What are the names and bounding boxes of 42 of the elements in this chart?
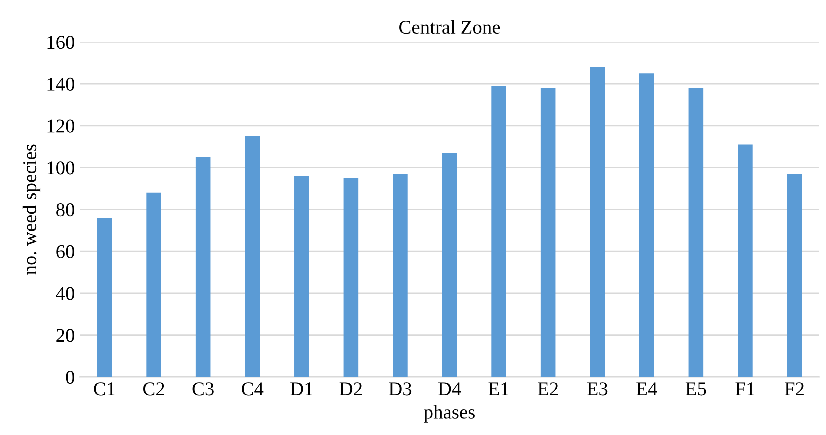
x-tick-label: E5	[686, 382, 706, 396]
x-tick-label: D1	[290, 382, 313, 396]
x-tick-label: E3	[587, 382, 608, 396]
x-tick-label: F2	[785, 382, 804, 396]
bar	[245, 136, 260, 378]
bar	[294, 176, 310, 378]
bar	[97, 218, 112, 378]
bar	[688, 88, 704, 378]
y-tick-label: 100	[48, 162, 75, 175]
y-tick-label: 0	[66, 370, 75, 384]
y-tick-label: 160	[48, 36, 75, 50]
x-tick-label: C2	[144, 382, 164, 396]
bar	[344, 178, 359, 378]
x-tick-label: F1	[736, 382, 755, 396]
y-tick-label: 80	[56, 203, 75, 217]
x-tick-label: D2	[340, 382, 362, 396]
bar	[590, 67, 606, 378]
chart-title: Central Zone	[400, 20, 500, 34]
x-tick-label: E4	[636, 382, 658, 396]
x-tick-label: C1	[94, 382, 115, 396]
x-tick-label: D3	[389, 382, 412, 396]
bar	[738, 144, 753, 378]
y-tick-label: 60	[56, 245, 75, 258]
y-tick-label: 40	[56, 287, 75, 300]
bar	[393, 174, 408, 378]
bar	[146, 192, 162, 378]
x-axis-title: phases	[424, 405, 475, 423]
x-tick-label: C3	[192, 382, 214, 396]
y-tick-label: 20	[56, 329, 75, 342]
x-tick-label: E2	[538, 382, 558, 396]
bar	[196, 157, 211, 378]
y-axis-title: no. weed species	[22, 144, 41, 275]
y-tick-label: 120	[48, 120, 75, 133]
bar	[640, 74, 654, 378]
x-tick-label: C4	[242, 382, 264, 396]
bar	[442, 153, 458, 378]
x-tick-label: D4	[438, 382, 462, 396]
bar	[540, 88, 556, 378]
x-tick-label: E1	[488, 382, 509, 396]
y-tick-label: 140	[48, 78, 75, 91]
bar	[787, 174, 802, 378]
bar	[492, 86, 506, 378]
